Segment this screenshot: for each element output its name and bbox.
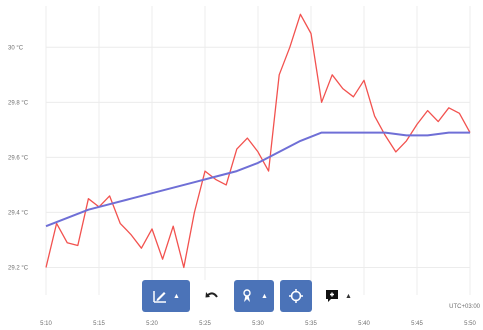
y-tick-label: 30 °C <box>8 45 24 51</box>
y-tick-label: 29.4 °C <box>8 210 29 216</box>
chevron-down-icon: ▲ <box>261 292 268 300</box>
y-tick-label: 29.2 °C <box>8 265 29 271</box>
chart-toolbar: ▲ ▲ <box>142 279 358 313</box>
edit-chart-icon <box>152 288 168 304</box>
undo-icon <box>204 288 220 304</box>
crosshair-button[interactable] <box>280 280 312 312</box>
edit-chart-button[interactable]: ▲ <box>142 280 190 312</box>
x-tick-label: 5:25 <box>199 321 211 327</box>
timezone-label: UTC+03:00 <box>449 304 480 310</box>
y-tick-label: 29.8 °C <box>8 100 29 106</box>
x-tick-label: 5:30 <box>252 321 264 327</box>
x-tick-label: 5:20 <box>146 321 158 327</box>
x-tick-label: 5:35 <box>305 321 317 327</box>
chevron-down-icon: ▲ <box>345 292 352 300</box>
x-tick-label: 5:15 <box>93 321 105 327</box>
x-tick-label: 5:40 <box>358 321 370 327</box>
crosshair-target-icon <box>288 288 304 304</box>
chevron-down-icon: ▲ <box>173 292 180 300</box>
x-tick-label: 5:10 <box>40 321 52 327</box>
temperature-line-red <box>45 13 471 269</box>
pin-select-icon <box>240 288 256 304</box>
y-tick-label: 29.6 °C <box>8 155 29 161</box>
temperature-line-blue <box>45 131 470 228</box>
undo-button[interactable] <box>196 280 228 312</box>
x-tick-label: 5:50 <box>464 321 476 327</box>
pin-select-button[interactable]: ▲ <box>234 280 274 312</box>
annotation-note-icon <box>324 288 340 304</box>
annotation-button[interactable]: ▲ <box>318 280 358 312</box>
x-tick-label: 5:45 <box>411 321 423 327</box>
